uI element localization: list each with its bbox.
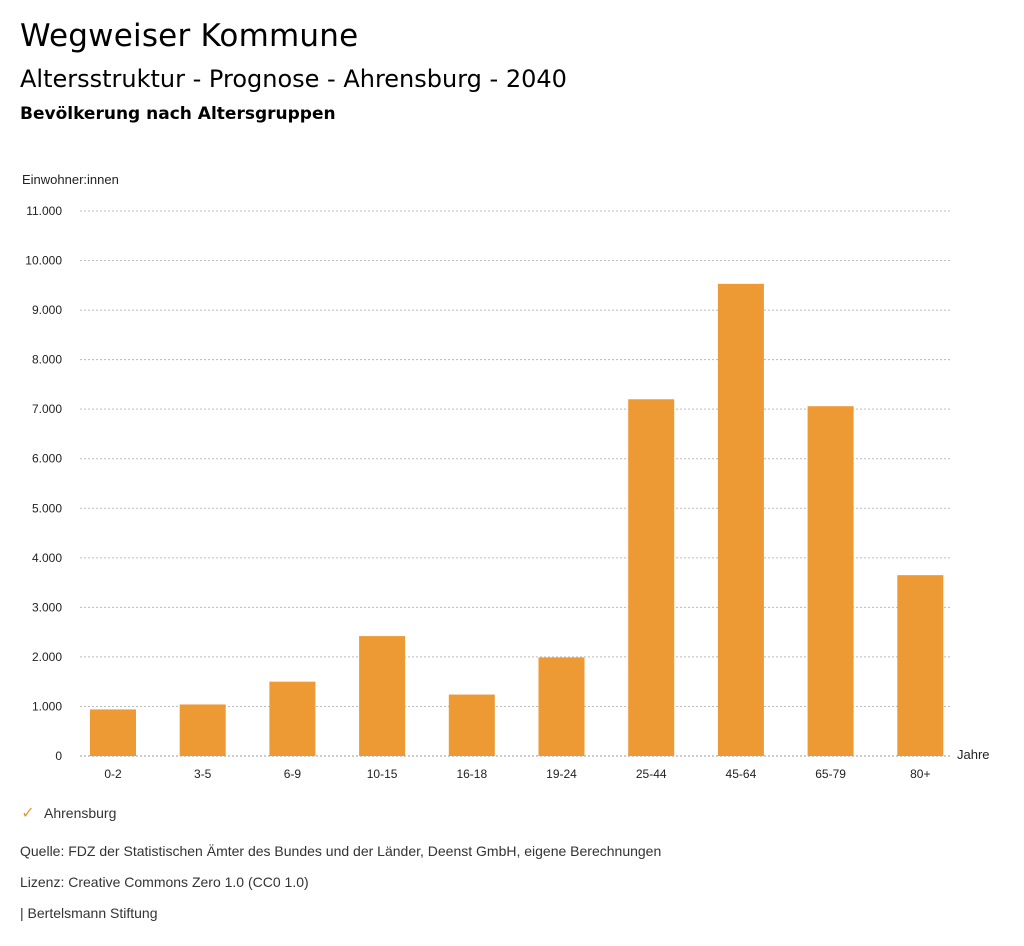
y-tick-label: 7.000 (32, 402, 62, 416)
y-tick-label: 9.000 (32, 303, 62, 317)
y-tick-label: 2.000 (32, 650, 62, 664)
y-tick-label: 8.000 (32, 353, 62, 367)
bar-19-24[interactable] (538, 657, 585, 756)
y-tick-label: 1.000 (32, 699, 62, 713)
bar-45-64[interactable] (717, 283, 764, 756)
page-title: Wegweiser Kommune (20, 18, 359, 54)
bar-6-9[interactable] (269, 681, 316, 756)
y-tick-label: 4.000 (32, 551, 62, 565)
y-tick-label: 10.000 (25, 254, 62, 268)
x-tick-label: 45-64 (726, 767, 757, 781)
x-tick-label: 25-44 (636, 767, 667, 781)
license-note: Lizenz: Creative Commons Zero 1.0 (CC0 1… (20, 874, 309, 890)
x-tick-label: 80+ (910, 767, 930, 781)
bar-16-18[interactable] (448, 694, 495, 756)
source-note: Quelle: FDZ der Statistischen Ämter des … (20, 843, 662, 859)
bar-chart: Einwohner:innen Jahre 0 1.000 2.000 3.000 4.… (22, 172, 990, 781)
x-axis-label: Jahre (957, 747, 990, 762)
bar-80+[interactable] (897, 575, 944, 756)
x-tick-label: 16-18 (456, 767, 487, 781)
grid-lines (80, 210, 952, 757)
x-tick-label: 3-5 (194, 767, 212, 781)
y-tick-label: 11.000 (26, 204, 62, 218)
y-tick-label: 5.000 (32, 501, 62, 515)
x-tick-label: 19-24 (546, 767, 577, 781)
bar-10-15[interactable] (359, 636, 406, 756)
bar-65-79[interactable] (807, 406, 854, 756)
y-axis-label: Einwohner:innen (22, 172, 119, 187)
y-tick-label: 6.000 (32, 452, 62, 466)
legend[interactable]: ✓ Ahrensburg (20, 803, 116, 823)
check-icon: ✓ (21, 805, 35, 822)
x-tick-label: 0-2 (104, 767, 122, 781)
y-tick-label: 3.000 (32, 600, 62, 614)
legend-item-label: Ahrensburg (44, 805, 117, 821)
bars (90, 283, 944, 756)
page-subtitle: Altersstruktur - Prognose - Ahrensburg -… (20, 65, 567, 93)
x-axis-ticks: 0-2 3-5 6-9 10-15 16-18 19-24 25-44 45-64 65-79 8… (104, 767, 930, 781)
y-axis-ticks: 0 1.000 2.000 3.000 4.000 5.000 6.000 7.000 8.00… (25, 204, 62, 763)
x-tick-label: 10-15 (367, 767, 398, 781)
bar-3-5[interactable] (179, 704, 226, 756)
x-tick-label: 65-79 (815, 767, 846, 781)
bar-0-2[interactable] (90, 709, 136, 756)
bar-25-44[interactable] (628, 399, 675, 756)
chart-title: Bevölkerung nach Altersgruppen (20, 104, 336, 124)
x-tick-label: 6-9 (284, 767, 302, 781)
y-tick-label: 0 (55, 749, 62, 763)
brand-note: | Bertelsmann Stiftung (20, 905, 158, 921)
